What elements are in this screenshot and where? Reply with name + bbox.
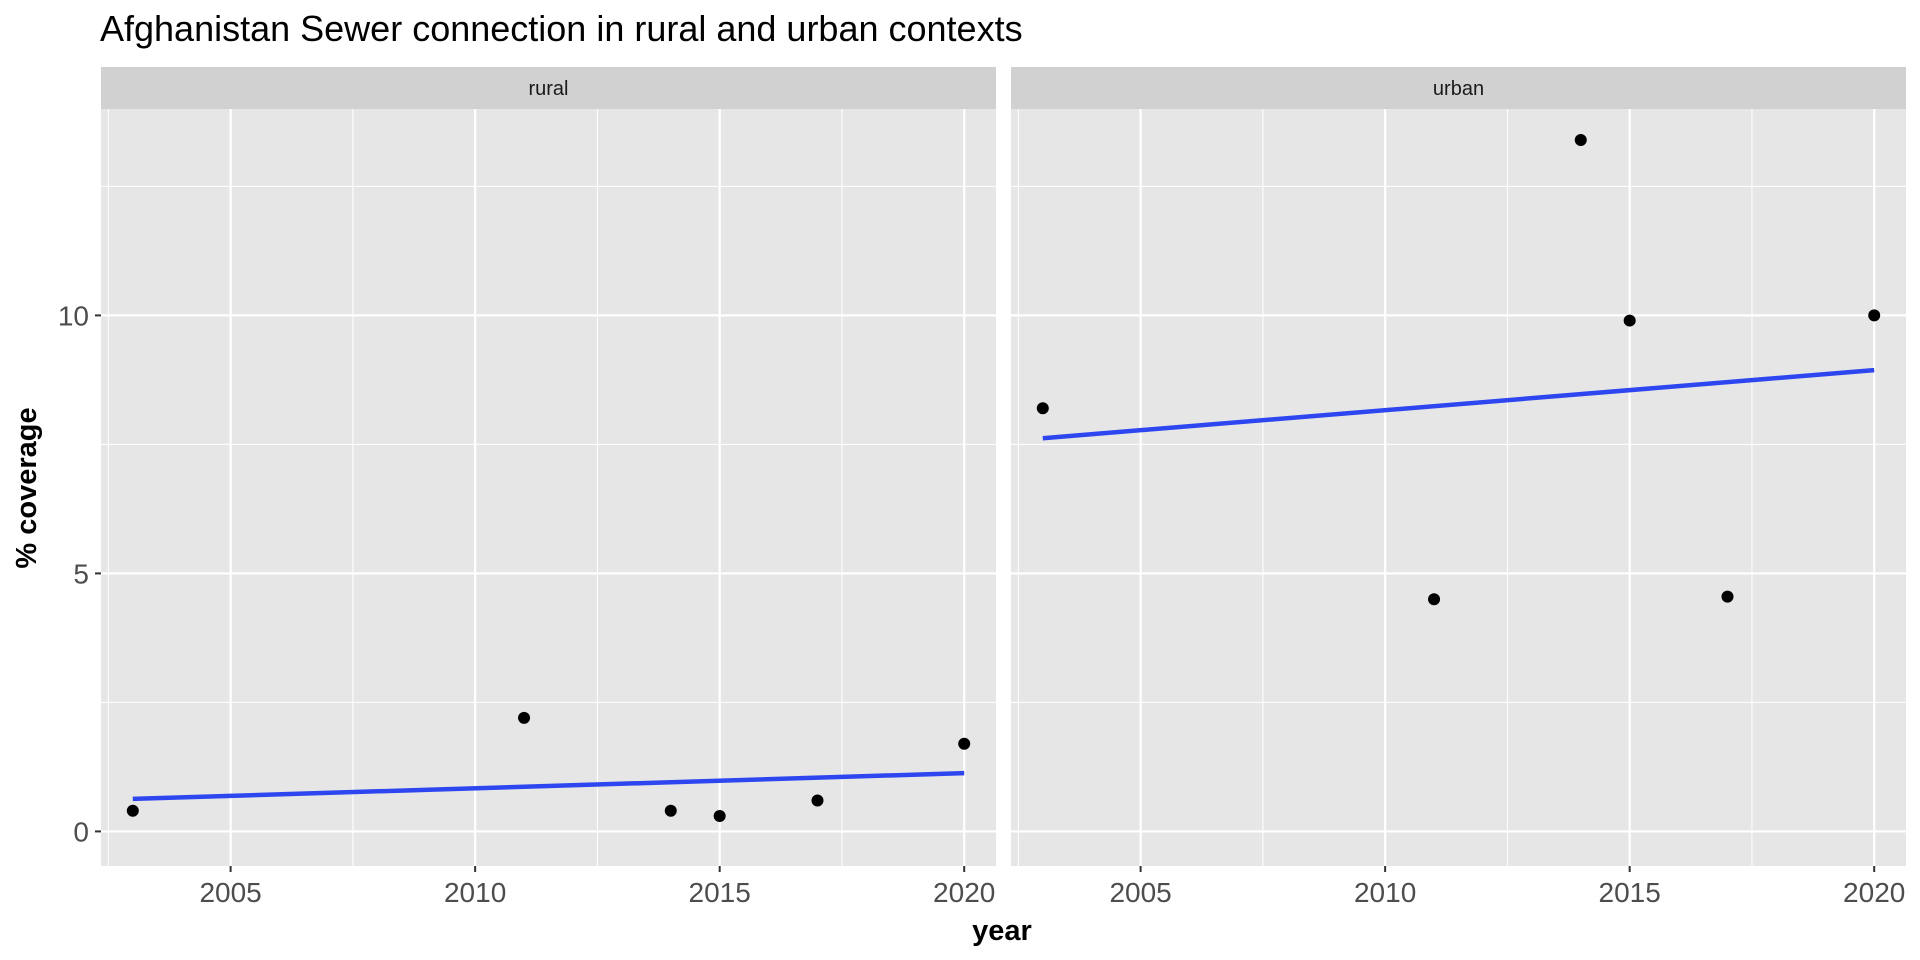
x-tick-label: 2005: [1109, 877, 1171, 908]
x-tick-label: 2010: [1354, 877, 1416, 908]
panel-background: [1011, 109, 1906, 866]
strip-label-rural: rural: [528, 78, 568, 100]
y-axis-title: % coverage: [11, 407, 43, 568]
panel-rural: rural 2005 2010 2015 2020 0 5 10: [58, 67, 996, 908]
x-axis-title: year: [972, 915, 1032, 947]
data-point: [126, 804, 139, 817]
data-point: [1623, 314, 1636, 327]
trend-line-urban: [1042, 367, 1875, 441]
data-point: [1036, 402, 1049, 415]
panel-background: [101, 109, 996, 866]
strip-background: [1011, 67, 1906, 109]
data-point: [1574, 133, 1587, 146]
y-tick-label: 10: [58, 300, 89, 331]
x-tick-label: 2015: [689, 877, 751, 908]
strip-label-urban: urban: [1433, 78, 1484, 100]
data-point: [811, 794, 824, 807]
panels-layer: rural 2005 2010 2015 2020 0 5 10 urban 2005 2010 20…: [58, 67, 1906, 908]
data-point: [664, 804, 677, 817]
data-point: [1428, 593, 1441, 606]
strip-background: [101, 67, 996, 109]
chart-title: Afghanistan Sewer connection in rural an…: [100, 8, 1023, 49]
data-point: [958, 737, 971, 750]
panel-urban: urban 2005 2010 2015 2020: [1011, 67, 1906, 908]
data-point: [518, 711, 531, 724]
x-tick-label: 2005: [199, 877, 261, 908]
data-point: [1721, 590, 1734, 603]
x-tick-label: 2015: [1599, 877, 1661, 908]
y-tick-label: 0: [73, 816, 89, 847]
x-tick-label: 2010: [444, 877, 506, 908]
data-point: [713, 809, 726, 822]
trend-line-rural: [132, 770, 965, 802]
y-tick-label: 5: [73, 558, 89, 589]
x-tick-label: 2020: [1843, 877, 1905, 908]
x-tick-label: 2020: [933, 877, 995, 908]
data-point: [1868, 309, 1881, 322]
